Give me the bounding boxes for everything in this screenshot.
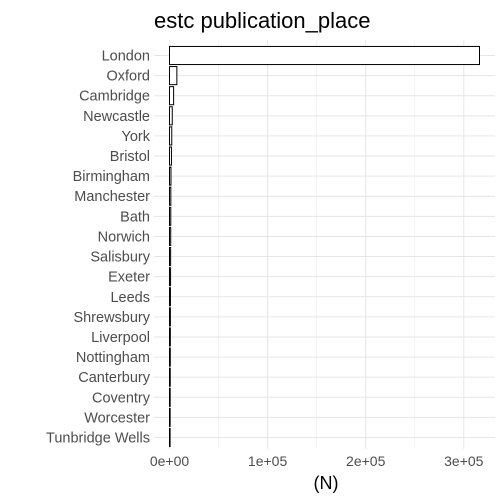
category-label: Bristol (110, 149, 150, 165)
bar-exeter (169, 267, 172, 287)
category-label: Birmingham (73, 169, 150, 185)
category-label: Worcester (84, 410, 150, 426)
bar-tunbridge-wells (169, 427, 171, 448)
bar-bath (169, 206, 172, 226)
bar-coventry (169, 387, 171, 407)
bar-london (169, 45, 480, 66)
category-label: Nottingham (76, 350, 150, 366)
bar-leeds (169, 287, 171, 307)
category-label: Oxford (106, 69, 150, 85)
bar-nottingham (169, 347, 171, 367)
bar-newcastle (169, 106, 173, 126)
bar-bristol (169, 146, 172, 166)
x-tick-label: 2e+05 (346, 453, 386, 469)
category-label: Tunbridge Wells (46, 431, 150, 447)
chart-title: estc publication_place (154, 8, 370, 33)
x-tick-label: 1e+05 (248, 453, 288, 469)
bar-cambridge (169, 86, 175, 106)
x-tick-label: 0e+00 (150, 453, 190, 469)
bar-birmingham (169, 166, 172, 186)
bar-manchester (169, 186, 172, 206)
category-label: Exeter (108, 270, 150, 286)
bar-oxford (169, 66, 178, 86)
bars (169, 45, 480, 448)
category-labels: London Oxford Cambridge Newcastle York Bristo… (46, 49, 151, 447)
x-tick-labels: 0e+00 1e+05 2e+05 3e+05 (150, 453, 484, 469)
grid (154, 40, 495, 449)
bar-worcester (169, 407, 171, 427)
bar-salisbury (169, 247, 172, 267)
category-label: Leeds (110, 290, 150, 306)
category-label: Cambridge (79, 89, 150, 105)
category-label: London (102, 49, 150, 65)
bar-shrewsbury (169, 307, 171, 327)
x-tick-label: 3e+05 (444, 453, 484, 469)
category-label: Liverpool (91, 330, 150, 346)
category-label: Newcastle (83, 109, 150, 125)
category-label: Salisbury (90, 250, 150, 266)
bar-canterbury (169, 367, 171, 387)
bar-liverpool (169, 327, 171, 347)
bar-york (169, 126, 173, 146)
category-label: Shrewsbury (73, 310, 150, 326)
category-label: Coventry (92, 390, 151, 406)
category-label: Bath (120, 209, 150, 225)
category-label: Norwich (98, 229, 150, 245)
x-axis-label: (N) (314, 473, 339, 493)
category-label: Manchester (74, 189, 150, 205)
category-label: Canterbury (78, 370, 150, 386)
bar-norwich (169, 226, 172, 246)
category-label: York (122, 129, 151, 145)
